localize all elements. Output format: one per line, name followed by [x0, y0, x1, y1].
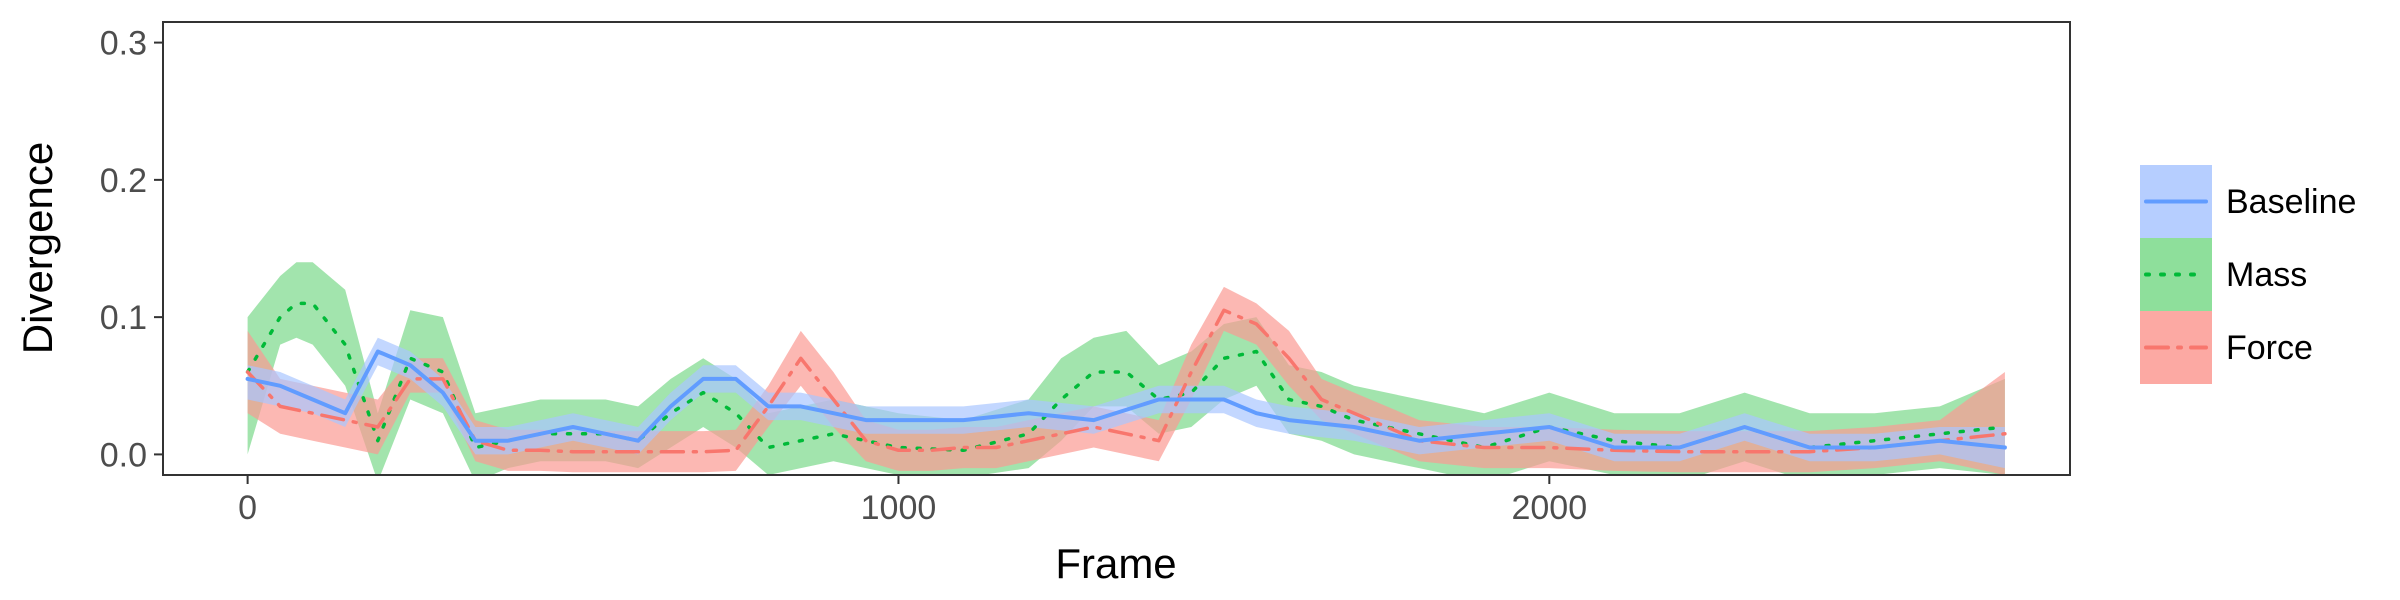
- legend-label-mass: Mass: [2226, 256, 2307, 294]
- legend-label-baseline: Baseline: [2226, 183, 2356, 221]
- baseline-band: [247, 337, 2005, 469]
- x-axis-title: Frame: [1055, 540, 1176, 587]
- y-tick-label: 0.1: [100, 299, 147, 337]
- plot-border: [162, 21, 2071, 476]
- confidence-bands: [247, 262, 2005, 475]
- legend: Baseline Mass Force: [2140, 165, 2356, 384]
- legend-label-force: Force: [2226, 329, 2313, 367]
- mass-line: [245, 301, 2007, 453]
- x-tick-label: 0: [238, 489, 257, 527]
- y-tick-label: 0.0: [100, 436, 147, 474]
- force-line: [245, 308, 2007, 454]
- y-tick-label: 0.3: [100, 25, 147, 63]
- baseline-line: [245, 349, 2007, 450]
- y-axis: 0.0 0.1 0.2 0.3: [100, 25, 163, 474]
- y-tick-label: 0.2: [100, 162, 147, 200]
- x-axis: 0 1000 2000: [238, 475, 1587, 527]
- y-axis-title: Divergence: [14, 142, 61, 354]
- x-tick-label: 1000: [861, 489, 937, 527]
- x-tick-label: 2000: [1511, 489, 1587, 527]
- series-lines: [245, 301, 2007, 454]
